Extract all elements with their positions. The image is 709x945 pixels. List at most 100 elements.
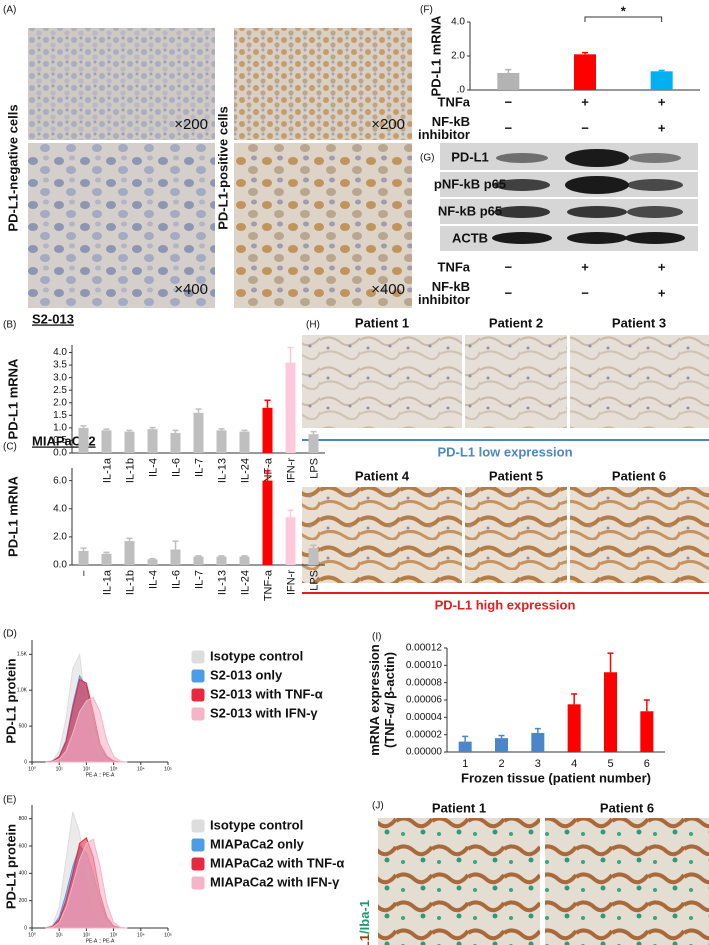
y-axis-label: mRNA expression — [367, 644, 382, 756]
legend-label: S2-013 with IFN-γ — [210, 705, 318, 720]
bar — [567, 704, 581, 752]
x-tick-label: 10³ — [110, 932, 118, 938]
y-tick-label: 1.5K — [17, 652, 28, 658]
tissue-image — [302, 487, 462, 583]
treatment-mark: − — [581, 285, 589, 300]
treatment-mark: − — [505, 285, 513, 300]
x-tick-label: 10⁵ — [164, 766, 172, 772]
bar — [574, 54, 596, 90]
y-tick-label: 0.00012 — [406, 643, 443, 654]
x-tick-label: 10² — [83, 932, 91, 938]
x-tick-label: 10⁵ — [164, 932, 172, 938]
cell-line: S2-013 — [32, 311, 74, 326]
y-tick-label: 4.0 — [53, 347, 67, 358]
bar — [239, 556, 250, 565]
y-tick-label: 0.00008 — [406, 677, 443, 688]
y-tick-label: .0 — [457, 85, 466, 96]
x-tick-label: 1 — [462, 758, 468, 770]
magnification: ×400 — [371, 281, 405, 298]
bar — [604, 672, 617, 752]
x-tick-label: IL-7 — [193, 458, 205, 477]
y-axis-label: PD-L1 protein — [3, 658, 18, 743]
y-tick-label: 0.5 — [53, 435, 67, 446]
patient-title: Patient 4 — [355, 468, 410, 483]
bar — [124, 541, 135, 565]
y-tick-label: 3.5 — [53, 360, 67, 371]
y-tick-label: 200 — [19, 898, 28, 904]
panel-label: (A) — [3, 5, 16, 16]
y-tick-label: 1.5 — [53, 410, 67, 421]
legend-swatch — [191, 650, 205, 664]
bar — [495, 738, 508, 752]
x-tick-label: 10⁰ — [28, 932, 36, 938]
bar — [101, 430, 112, 453]
panel-label: (C) — [3, 442, 17, 453]
magnification: ×200 — [174, 116, 208, 133]
y-tick-label: 0.00010 — [406, 660, 443, 671]
x-tick-label: 10¹ — [56, 766, 64, 772]
x-tick-label: 10⁴ — [137, 766, 145, 772]
bar — [531, 732, 545, 752]
treatment-mark: − — [505, 259, 513, 274]
x-tick-label: IL-1a — [101, 569, 113, 595]
significance: * — [621, 3, 627, 18]
legend-label: Isotype control — [210, 817, 303, 832]
patient-title: Patient 3 — [612, 315, 666, 330]
patient-title: Patient 1 — [432, 800, 486, 815]
patient-title: Patient 6 — [600, 800, 654, 815]
x-axis-label: Frozen tissue (patient number) — [461, 770, 651, 785]
x-tick-label: 3 — [535, 758, 541, 770]
tissue-image — [570, 487, 709, 583]
bar — [285, 517, 296, 565]
legend-label: S2-013 only — [210, 667, 283, 682]
panel-label: (B) — [3, 320, 16, 331]
micrograph — [234, 28, 412, 140]
bar — [497, 73, 520, 90]
x-tick-label: 10⁰ — [28, 766, 36, 772]
bar — [239, 431, 250, 453]
bar — [262, 407, 273, 453]
panel-label: (E) — [3, 795, 16, 806]
y-tick-label: 0.0 — [53, 448, 67, 459]
bar — [170, 432, 181, 453]
y-tick-label: 0.00000 — [406, 747, 443, 758]
tissue-image — [465, 335, 567, 428]
x-tick-label: LPS — [308, 570, 320, 591]
y-tick-label: 500 — [19, 723, 28, 729]
x-tick-label: 10² — [83, 766, 91, 772]
micrograph — [234, 143, 412, 308]
y-axis-label: (TNF-α/ β-actin) — [382, 652, 397, 748]
treatment-mark: − — [581, 120, 589, 135]
legend-label: Isotype control — [210, 648, 303, 663]
band-label: ACTB — [452, 230, 488, 245]
legend-swatch — [191, 707, 205, 721]
x-tick-label: LPS — [308, 458, 320, 479]
y-tick-label: 6.0 — [53, 475, 67, 486]
bar — [262, 480, 273, 565]
legend-label: MIAPaCa2 only — [210, 836, 305, 851]
y-tick-label: 4.0 — [53, 503, 67, 514]
bar — [458, 741, 472, 752]
y-tick-label: 0 — [24, 925, 27, 931]
x-tick-label: IL-1b — [124, 458, 136, 483]
tissue-image — [465, 487, 567, 583]
treatment-label: TNFa — [438, 259, 471, 274]
legend-swatch — [191, 688, 205, 702]
x-tick-label: 6 — [644, 758, 650, 770]
y-tick-label: 4.0 — [451, 17, 465, 28]
treatment-mark: + — [658, 94, 666, 109]
bar — [193, 412, 204, 453]
magnification: ×400 — [174, 281, 208, 298]
treatment-label: NF-kB — [432, 114, 470, 129]
bar — [170, 549, 181, 565]
legend-label: MIAPaCa2 with IFN-γ — [210, 874, 340, 889]
patient-title: Patient 1 — [355, 315, 409, 330]
y-axis-label: PD-L1 mRNA — [428, 15, 443, 97]
x-tick-label: 10³ — [110, 766, 118, 772]
y-tick-label: 600 — [19, 843, 28, 849]
micrograph — [28, 143, 215, 308]
histogram — [45, 838, 128, 929]
legend-swatch — [191, 669, 205, 683]
group-label: PD-L1 low expression — [437, 444, 572, 459]
